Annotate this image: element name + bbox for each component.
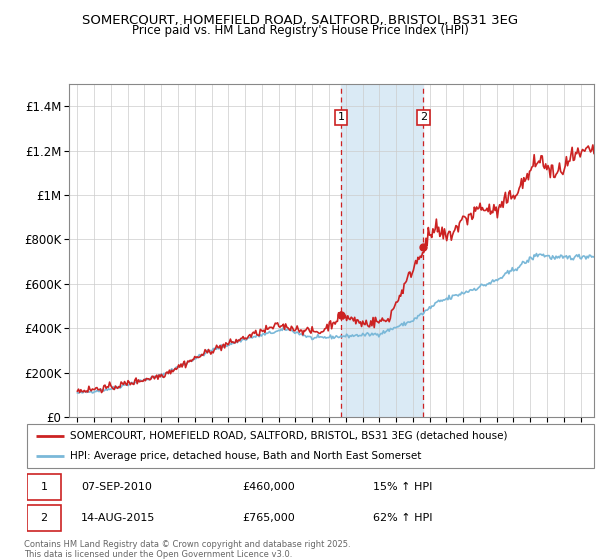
Text: £765,000: £765,000 [242, 513, 295, 522]
Text: 15% ↑ HPI: 15% ↑ HPI [373, 482, 432, 492]
Text: £460,000: £460,000 [242, 482, 295, 492]
Text: 1: 1 [41, 482, 47, 492]
Text: 1: 1 [338, 113, 344, 122]
Bar [341, 84, 423, 417]
FancyBboxPatch shape [27, 424, 594, 468]
Text: Price paid vs. HM Land Registry's House Price Index (HPI): Price paid vs. HM Land Registry's House … [131, 24, 469, 37]
Text: HPI: Average price, detached house, Bath and North East Somerset: HPI: Average price, detached house, Bath… [70, 451, 421, 461]
Text: 14-AUG-2015: 14-AUG-2015 [81, 513, 155, 522]
Text: SOMERCOURT, HOMEFIELD ROAD, SALTFORD, BRISTOL, BS31 3EG: SOMERCOURT, HOMEFIELD ROAD, SALTFORD, BR… [82, 14, 518, 27]
Text: 07-SEP-2010: 07-SEP-2010 [81, 482, 152, 492]
Text: SOMERCOURT, HOMEFIELD ROAD, SALTFORD, BRISTOL, BS31 3EG (detached house): SOMERCOURT, HOMEFIELD ROAD, SALTFORD, BR… [70, 431, 507, 441]
Text: Contains HM Land Registry data © Crown copyright and database right 2025.
This d: Contains HM Land Registry data © Crown c… [24, 540, 350, 559]
Text: 62% ↑ HPI: 62% ↑ HPI [373, 513, 433, 522]
FancyBboxPatch shape [27, 505, 61, 531]
FancyBboxPatch shape [27, 474, 61, 500]
Text: 2: 2 [40, 513, 47, 522]
Text: 2: 2 [419, 113, 427, 122]
